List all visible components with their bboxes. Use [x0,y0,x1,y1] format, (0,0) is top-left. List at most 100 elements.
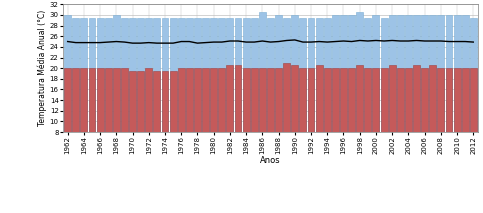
Bar [235,17,242,132]
Bar [267,68,274,132]
Bar [235,66,242,132]
Bar [251,68,258,132]
Bar [113,15,120,132]
Bar [364,17,371,132]
Bar [154,17,160,132]
Bar [421,68,428,132]
Bar [405,68,412,132]
Bar [340,68,347,132]
Bar [445,68,453,132]
Bar [421,15,428,132]
Bar [316,17,323,132]
Bar [275,68,282,132]
Bar [202,68,209,132]
Bar [186,68,193,132]
Bar [145,17,152,132]
Bar [299,68,306,132]
Bar [454,15,460,132]
Bar [299,17,306,132]
Bar [81,17,87,132]
Bar [210,17,217,132]
Bar [332,68,339,132]
Bar [105,68,112,132]
Bar [389,15,396,132]
X-axis label: Anos: Anos [260,156,281,165]
Bar [121,17,128,132]
Bar [267,17,274,132]
Bar [308,17,314,132]
Bar [438,68,444,132]
Bar [162,17,169,132]
Bar [470,17,477,132]
Bar [348,68,355,132]
Bar [372,68,379,132]
Bar [105,17,112,132]
Bar [227,17,233,132]
Bar [381,68,387,132]
Bar [381,17,387,132]
Bar [348,15,355,132]
Bar [429,66,436,132]
Bar [364,68,371,132]
Bar [413,15,420,132]
Bar [64,68,71,132]
Bar [316,66,323,132]
Bar [178,68,185,132]
Bar [470,68,477,132]
Bar [154,71,160,132]
Bar [88,68,96,132]
Bar [324,17,331,132]
Bar [291,15,298,132]
Bar [88,17,96,132]
Bar [194,17,201,132]
Bar [210,68,217,132]
Bar [137,17,144,132]
Bar [462,15,469,132]
Bar [81,68,87,132]
Bar [356,66,363,132]
Bar [283,63,290,132]
Bar [129,71,136,132]
Bar [227,66,233,132]
Bar [137,71,144,132]
Bar [445,15,453,132]
Bar [72,68,79,132]
Bar [251,17,258,132]
Bar [170,17,177,132]
Bar [324,68,331,132]
Bar [275,15,282,132]
Bar [397,68,404,132]
Bar [429,15,436,132]
Bar [413,66,420,132]
Bar [462,68,469,132]
Bar [397,15,404,132]
Bar [372,15,379,132]
Bar [283,17,290,132]
Bar [178,17,185,132]
Bar [72,17,79,132]
Bar [454,68,460,132]
Bar [332,15,339,132]
Bar [308,68,314,132]
Bar [121,68,128,132]
Bar [186,17,193,132]
Bar [162,71,169,132]
Bar [242,68,250,132]
Bar [340,15,347,132]
Bar [145,68,152,132]
Bar [129,17,136,132]
Bar [194,68,201,132]
Bar [202,17,209,132]
Bar [218,17,225,132]
Bar [64,15,71,132]
Bar [242,17,250,132]
Bar [389,66,396,132]
Bar [113,68,120,132]
Bar [438,15,444,132]
Bar [97,68,103,132]
Bar [218,68,225,132]
Bar [170,71,177,132]
Bar [259,12,266,132]
Bar [356,12,363,132]
Y-axis label: Temperatura Média Anual (°C): Temperatura Média Anual (°C) [37,10,47,126]
